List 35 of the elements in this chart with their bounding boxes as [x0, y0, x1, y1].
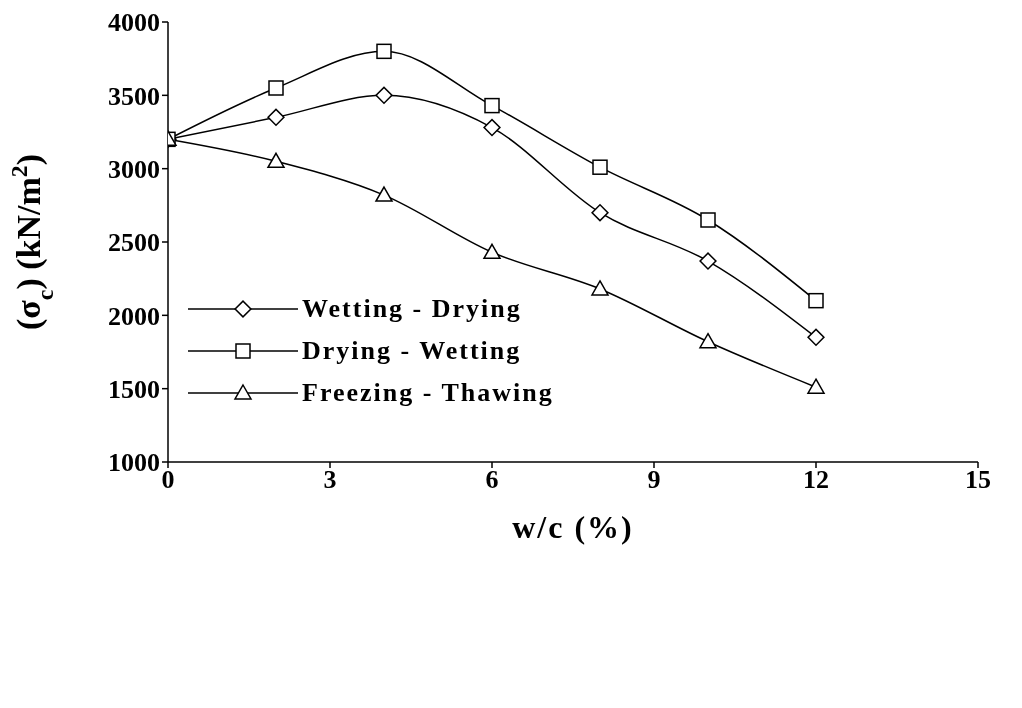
y-tick-label: 3500 — [108, 81, 160, 111]
point — [808, 292, 824, 309]
x-tick-label: 12 — [803, 465, 829, 495]
point — [483, 118, 501, 137]
point — [268, 80, 284, 96]
y-tick-label: 2000 — [108, 301, 160, 331]
point — [375, 186, 393, 202]
y-tick-label: 2500 — [108, 228, 160, 258]
point — [267, 152, 285, 169]
x-tick-label: 6 — [485, 465, 499, 495]
y-tick-label: 4000 — [108, 8, 160, 38]
point — [484, 97, 500, 114]
point — [592, 159, 608, 175]
x-tick-label: 0 — [161, 465, 175, 495]
point — [699, 252, 717, 270]
legend-label: Freezing - Thawing — [302, 378, 554, 408]
y-tick-label: 3000 — [108, 154, 160, 184]
x-axis-title: w/c (%) — [512, 509, 634, 545]
legend-label: Drying - Wetting — [302, 336, 522, 366]
point — [591, 280, 609, 296]
x-tick-label: 15 — [965, 465, 991, 495]
point — [700, 212, 716, 228]
point — [807, 328, 825, 346]
point — [699, 332, 717, 349]
x-tick-label: 9 — [647, 465, 661, 495]
y-tick-label: 1000 — [108, 448, 160, 478]
y-tick-label: 1500 — [108, 374, 160, 404]
legend-label: Wetting - Drying — [302, 294, 522, 324]
point — [807, 378, 825, 394]
point — [483, 243, 501, 260]
point — [376, 43, 392, 60]
point — [375, 86, 393, 104]
point — [267, 108, 285, 126]
point — [591, 204, 609, 222]
x-tick-label: 3 — [323, 465, 337, 495]
